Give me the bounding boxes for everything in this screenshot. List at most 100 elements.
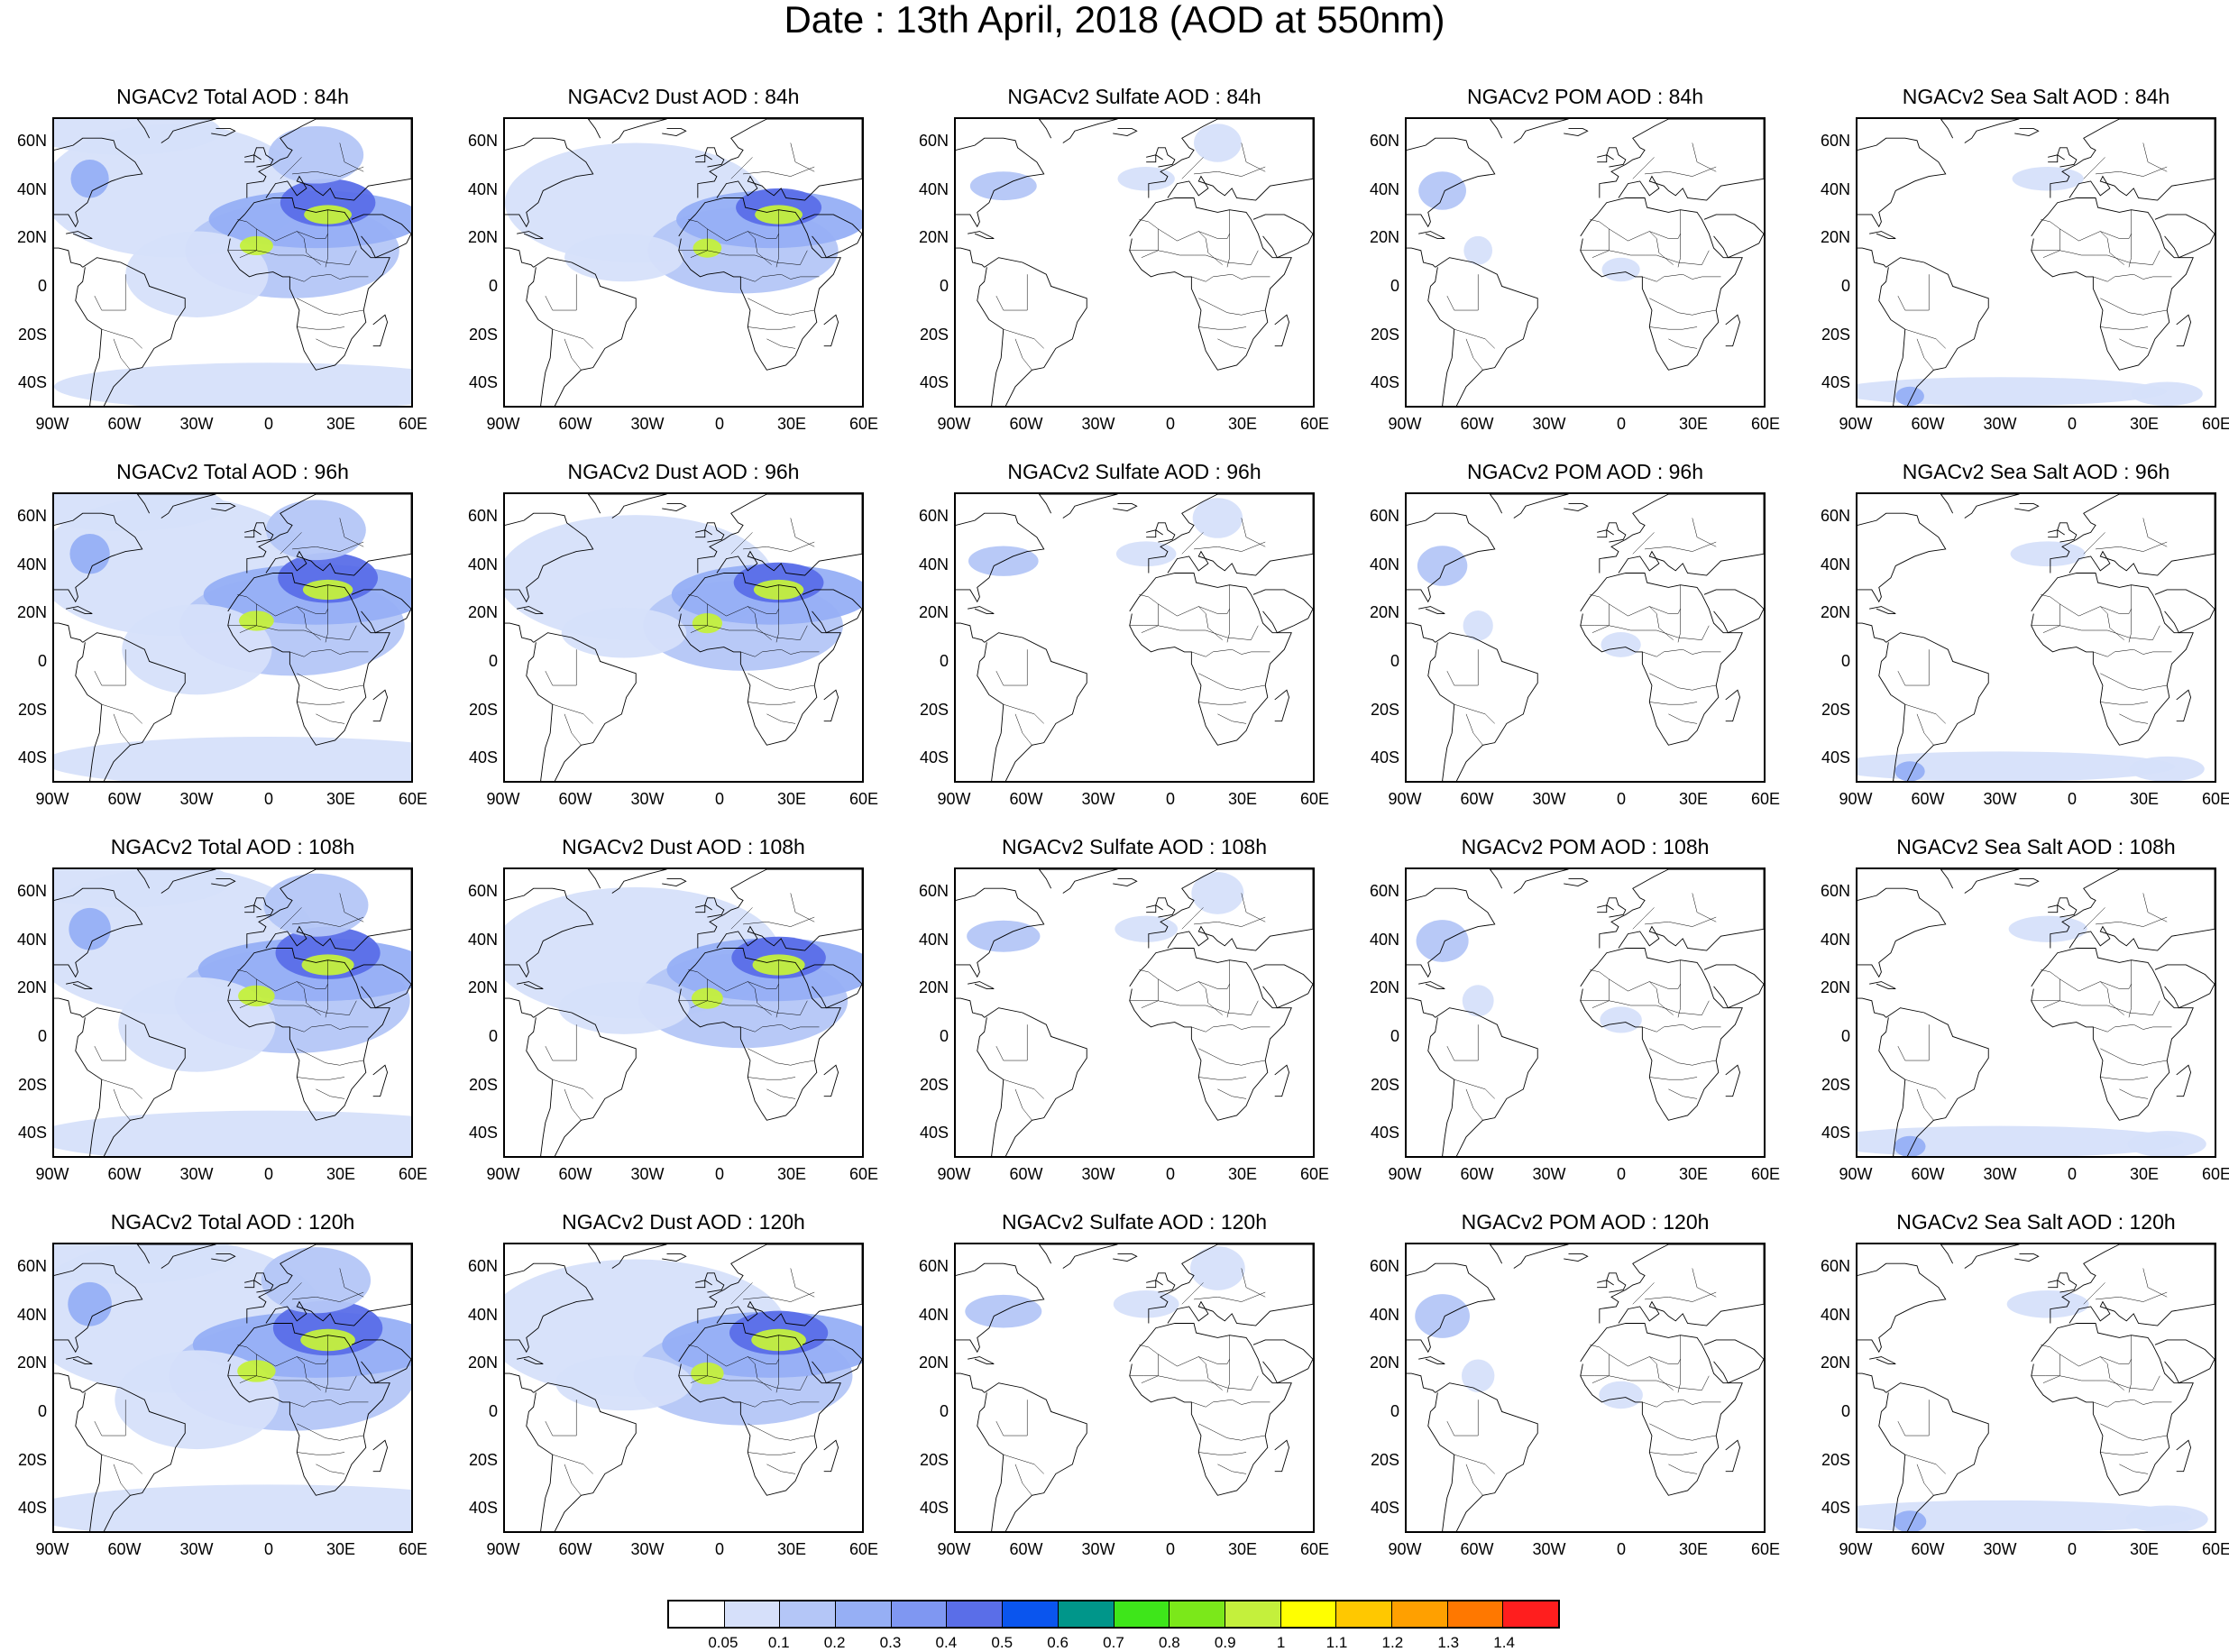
coastline-britain [2057,1272,2078,1293]
map-panel [503,492,864,783]
coastline-ireland [1597,154,1608,163]
coastline-iceland [2014,1253,2040,1262]
coastline-southAmerica [1878,1007,1989,1156]
border-12 [743,166,815,177]
coastline-greenland [587,869,667,894]
border-6 [325,584,328,643]
lat-tick-label: 20N [1369,228,1399,247]
colorbar-label: 0.6 [1047,1634,1069,1651]
border-11 [113,713,131,746]
border-7 [748,981,772,1015]
aod-field-6 [555,1355,693,1411]
border-12 [1645,166,1717,177]
aod-field-1 [2010,541,2086,567]
lat-tick-label: 40N [16,555,47,574]
border-4 [748,1077,796,1080]
border-14 [2142,518,2168,547]
lon-tick-label: 0 [263,415,273,433]
coastline-cuba [1418,606,1445,614]
border-1 [1580,625,1710,640]
aod-field-10 [263,873,369,937]
border-10 [545,1024,577,1061]
map-panel [1405,1243,1766,1533]
border-3 [2100,1048,2168,1066]
border-12 [292,166,364,177]
coastline-cuba [1869,231,1896,239]
map-panel [954,492,1315,783]
border-2 [1191,648,1270,657]
coastline-northAmerica [54,1262,143,1354]
border-12 [1645,541,1717,552]
colorbar-cell [1170,1602,1225,1627]
lon-tick-label: 30E [326,790,356,808]
border-8 [690,978,708,1008]
border-4 [1649,326,1698,330]
lon-tick-label: 60E [2201,1540,2229,1558]
lon-tick-label: 60W [1460,415,1494,433]
border-0 [688,1345,779,1367]
colorbar-cell [891,1602,948,1627]
coastline-africa [2031,197,2194,371]
coastline-greenland [1940,119,2020,143]
border-12 [1645,916,1717,927]
lat-tick-label: 20S [1821,700,1850,719]
coastline-southAmerica [977,632,1087,781]
aod-field-2 [1113,1290,1179,1318]
border-14 [339,518,364,547]
border-13 [1181,907,1204,930]
lon-tick-label: 90W [1839,1165,1873,1183]
lat-tick-label: 40S [468,748,498,767]
coastline-northAmerica [956,887,1045,978]
lat-tick-label: 20N [918,1354,949,1372]
coastline-africa [678,1323,841,1496]
border-2 [1191,273,1270,282]
aod-field-0 [1858,377,2168,406]
border-13 [1632,532,1655,555]
border-3 [1649,1423,1717,1441]
border-3 [2100,1423,2168,1441]
border-13 [1181,532,1204,555]
lon-tick-label: 60E [848,1540,879,1558]
lon-tick-label: 90W [937,415,971,433]
colorbar [667,1600,1560,1629]
border-6 [1226,209,1230,268]
border-9 [101,328,142,349]
border-10 [1446,274,1479,311]
border-6 [1677,584,1681,643]
lat-tick-label: 0 [1390,1401,1399,1420]
lon-tick-label: 30W [179,790,214,808]
colorbar-label: 1.4 [1493,1634,1515,1651]
lat-tick-label: 40S [17,1499,47,1518]
coastline-arabia [1703,589,1764,634]
coastline-ireland [1597,1280,1608,1289]
border-1 [1129,625,1259,640]
lon-tick-label: 0 [263,1540,273,1558]
lat-tick-label: 40N [918,555,949,574]
lat-tick-label: 40S [17,1124,47,1143]
lon-tick-label: 90W [486,790,520,808]
colorbar-cell [780,1602,837,1627]
lat-tick-label: 20S [1370,325,1399,344]
lat-tick-label: 20N [1820,228,1850,247]
lat-tick-label: 40S [468,373,498,392]
border-9 [1003,703,1044,724]
border-5 [316,1088,345,1099]
border-2 [1191,1023,1270,1032]
border-8 [1591,228,1610,258]
lat-tick-label: 40S [919,1124,949,1143]
border-11 [113,1088,131,1121]
colorbar-cell [1503,1602,1558,1627]
coastline-cuba [517,231,544,239]
coastline-centralAm [54,1372,83,1393]
colorbar-cell [947,1602,1004,1627]
coastline-africa [227,1323,390,1496]
coastline-southAmerica [526,1007,637,1156]
coastline-centralAm [1858,1372,1886,1393]
colorbar-label: 0.2 [823,1634,846,1651]
lon-tick-label: 90W [1388,790,1422,808]
colorbar-label: 0.5 [991,1634,1014,1651]
panel-title: NGACv2 Sulfate AOD : 120h [1001,1210,1268,1234]
border-6 [1226,584,1230,643]
lon-tick-label: 30W [630,1165,665,1183]
lat-tick-label: 60N [918,881,949,900]
